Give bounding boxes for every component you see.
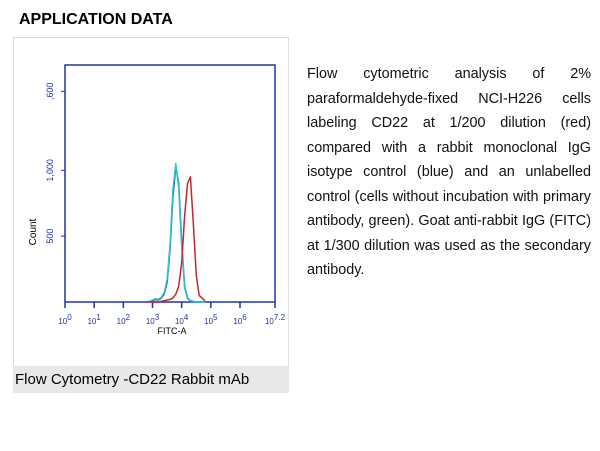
x-axis-label: FITC-A: [158, 326, 187, 336]
x-tick-label: 101: [87, 313, 101, 326]
tick-exponent: 1: [96, 313, 101, 322]
x-tick-label: 104: [175, 313, 189, 326]
tick-exponent: 6: [242, 313, 247, 322]
section-title: APPLICATION DATA: [19, 11, 173, 28]
tick-base: 10: [146, 317, 155, 326]
histogram-line: [146, 176, 206, 303]
y-axis-label: Count: [28, 218, 39, 245]
x-tick-label: 103: [146, 313, 160, 326]
y-tick-label: 1,000: [45, 159, 55, 182]
x-tick-label: 100: [58, 313, 72, 326]
tick-exponent: 4: [184, 313, 189, 322]
tick-base: 10: [117, 317, 126, 326]
y-tick-label: ,600: [45, 83, 55, 101]
tick-exponent: 2: [126, 313, 131, 322]
y-tick-label: 500: [45, 229, 55, 244]
figure-caption: Flow Cytometry -CD22 Rabbit mAb: [13, 366, 289, 393]
tick-exponent: 5: [213, 313, 218, 322]
histogram-line: [146, 163, 205, 303]
tick-base: 10: [265, 317, 274, 326]
tick-exponent: 0: [67, 313, 72, 322]
description: Flow cytometric analysis of 2% paraforma…: [307, 66, 591, 278]
plot-frame: [64, 64, 276, 303]
x-tick-label: 107.2: [265, 313, 286, 326]
histogram-line: [146, 165, 205, 303]
tick-base: 10: [204, 317, 213, 326]
tick-base: 10: [87, 317, 96, 326]
tick-base: 10: [58, 317, 67, 326]
x-tick-label: 102: [117, 313, 131, 326]
tick-exponent: 7.2: [274, 313, 286, 322]
tick-base: 10: [175, 317, 184, 326]
tick-exponent: 3: [155, 313, 160, 322]
tick-base: 10: [233, 317, 242, 326]
x-tick-label: 105: [204, 313, 218, 326]
x-tick-label: 106: [233, 313, 247, 326]
